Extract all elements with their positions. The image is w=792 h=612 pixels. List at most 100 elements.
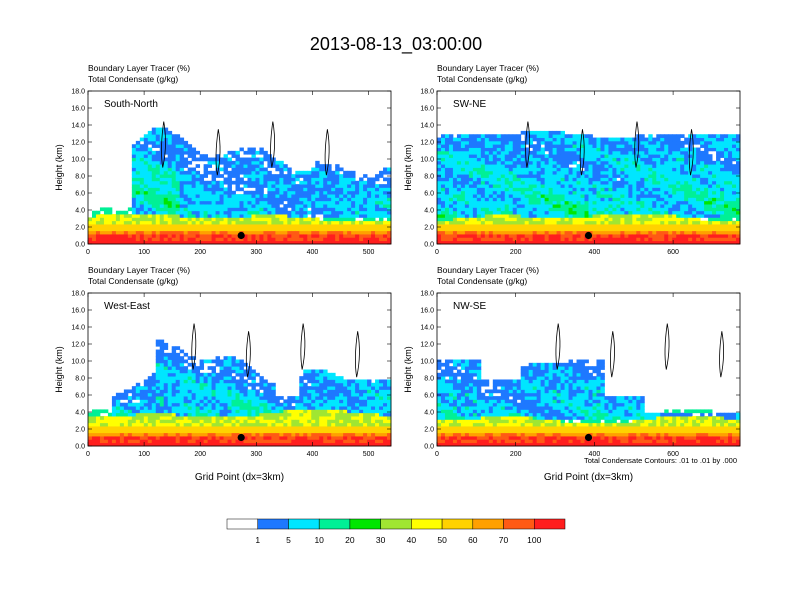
heatmap-cell <box>215 207 220 212</box>
heatmap-cell <box>119 237 125 242</box>
heatmap-cell <box>167 436 173 440</box>
heatmap-cell <box>480 190 486 195</box>
heatmap-cell <box>167 382 173 387</box>
heatmap-cell <box>171 154 177 158</box>
heatmap-cell <box>267 164 272 168</box>
heatmap-cell <box>540 210 546 215</box>
heatmap-cell <box>187 412 193 417</box>
heatmap-cell <box>680 234 685 238</box>
heatmap-cell <box>624 164 629 168</box>
heatmap-cell <box>259 164 264 168</box>
heatmap-cell <box>604 187 609 192</box>
heatmap-cell <box>540 174 546 178</box>
heatmap-cell <box>500 177 506 182</box>
heatmap-cell <box>616 194 621 198</box>
heatmap-cell <box>103 442 109 447</box>
heatmap-cell <box>155 352 161 357</box>
heatmap-cell <box>536 237 542 242</box>
heatmap-cell <box>660 224 665 228</box>
heatmap-cell <box>95 230 101 235</box>
heatmap-cell <box>468 207 474 212</box>
heatmap-cell <box>183 217 189 222</box>
heatmap-cell <box>736 234 741 238</box>
heatmap-cell <box>728 147 733 152</box>
heatmap-cell <box>588 210 593 215</box>
heatmap-cell <box>664 240 669 245</box>
heatmap-cell <box>135 167 141 172</box>
heatmap-cell <box>616 170 621 175</box>
heatmap-cell <box>444 190 450 195</box>
heatmap-cell <box>628 204 633 208</box>
heatmap-cell <box>175 164 181 168</box>
heatmap-cell <box>219 240 224 245</box>
heatmap-cell <box>620 224 625 228</box>
heatmap-cell <box>211 230 216 235</box>
heatmap-cell <box>183 436 189 440</box>
heatmap-cell <box>359 184 364 188</box>
heatmap-cell <box>472 160 478 165</box>
heatmap-cell <box>203 227 209 232</box>
heatmap-cell <box>359 180 364 185</box>
heatmap-cell <box>636 217 641 222</box>
heatmap-cell <box>171 399 177 404</box>
heatmap-cell <box>255 204 260 208</box>
heatmap-cell <box>351 220 356 225</box>
heatmap-cell <box>496 137 502 142</box>
heatmap-cell <box>660 144 665 148</box>
heatmap-cell <box>259 234 264 238</box>
heatmap-cell <box>560 220 565 225</box>
heatmap-cell <box>267 194 272 198</box>
heatmap-cell <box>203 197 209 202</box>
heatmap-cell <box>167 409 173 414</box>
heatmap-cell <box>604 197 609 202</box>
heatmap-cell <box>468 174 474 178</box>
heatmap-cell <box>552 234 558 238</box>
heatmap-cell <box>123 227 129 232</box>
heatmap-cell <box>536 144 542 148</box>
heatmap-cell <box>448 134 454 138</box>
heatmap-cell <box>640 164 645 168</box>
heatmap-cell <box>460 187 466 192</box>
heatmap-cell <box>696 214 701 218</box>
heatmap-cell <box>512 237 518 242</box>
heatmap-cell <box>151 379 157 384</box>
heatmap-cell <box>564 184 569 188</box>
heatmap-cell <box>712 194 717 198</box>
heatmap-cell <box>600 210 605 215</box>
heatmap-cell <box>183 432 189 437</box>
heatmap-cell <box>171 217 177 222</box>
heatmap-cell <box>732 167 737 172</box>
heatmap-cell <box>680 134 685 138</box>
heatmap-cell <box>239 187 244 192</box>
heatmap-cell <box>363 217 368 222</box>
heatmap-cell <box>359 190 364 195</box>
heatmap-cell <box>127 432 133 437</box>
heatmap-cell <box>123 442 129 447</box>
heatmap-cell <box>564 180 569 185</box>
heatmap-cell <box>367 197 372 202</box>
heatmap-cell <box>448 190 454 195</box>
heatmap-cell <box>644 204 649 208</box>
heatmap-cell <box>171 237 177 242</box>
heatmap-cell <box>508 134 514 138</box>
heatmap-cell <box>143 164 149 168</box>
heatmap-cell <box>624 140 629 145</box>
heatmap-cell <box>179 227 185 232</box>
heatmap-cell <box>183 412 189 417</box>
x-tick-label: 500 <box>363 249 375 256</box>
heatmap-cell <box>179 190 185 195</box>
heatmap-cell <box>279 200 284 205</box>
heatmap-cell <box>151 389 157 394</box>
heatmap-cell <box>111 422 117 427</box>
heatmap-cell <box>500 230 506 235</box>
heatmap-cell <box>632 157 637 162</box>
heatmap-cell <box>588 164 593 168</box>
heatmap-cell <box>736 210 741 215</box>
heatmap-cell <box>480 204 486 208</box>
heatmap-cell <box>440 180 446 185</box>
heatmap-cell <box>175 409 181 414</box>
heatmap-cell <box>195 396 201 400</box>
heatmap-cell <box>504 177 510 182</box>
heatmap-cell <box>175 177 181 182</box>
